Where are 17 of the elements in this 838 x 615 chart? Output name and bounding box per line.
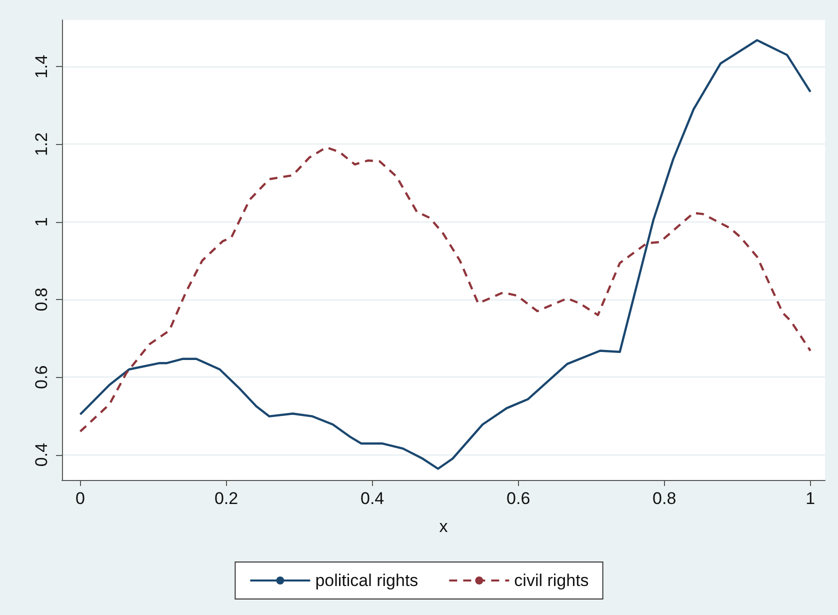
y-tick-label: 0.6 (32, 365, 51, 389)
y-tick-label: 1.4 (32, 54, 51, 78)
y-tick-label: 0.4 (32, 442, 51, 467)
x-axis-title: x (439, 517, 448, 536)
y-tick-label: 0.8 (32, 288, 51, 312)
x-tick-label: 0.2 (214, 489, 238, 508)
x-tick-label: 0 (76, 489, 85, 508)
line-series (79, 39, 812, 470)
x-tick-label: 0.6 (506, 489, 530, 508)
x-tick-label: 0.8 (652, 489, 676, 508)
legend-label: civil rights (514, 571, 589, 590)
line-series (79, 146, 812, 433)
y-tick-label: 1.2 (32, 132, 51, 156)
legend-label: political rights (315, 571, 418, 590)
y-tick-label: 1 (32, 217, 51, 227)
x-tick-label: 0.4 (360, 489, 384, 508)
x-tick-label: 1 (806, 489, 816, 508)
